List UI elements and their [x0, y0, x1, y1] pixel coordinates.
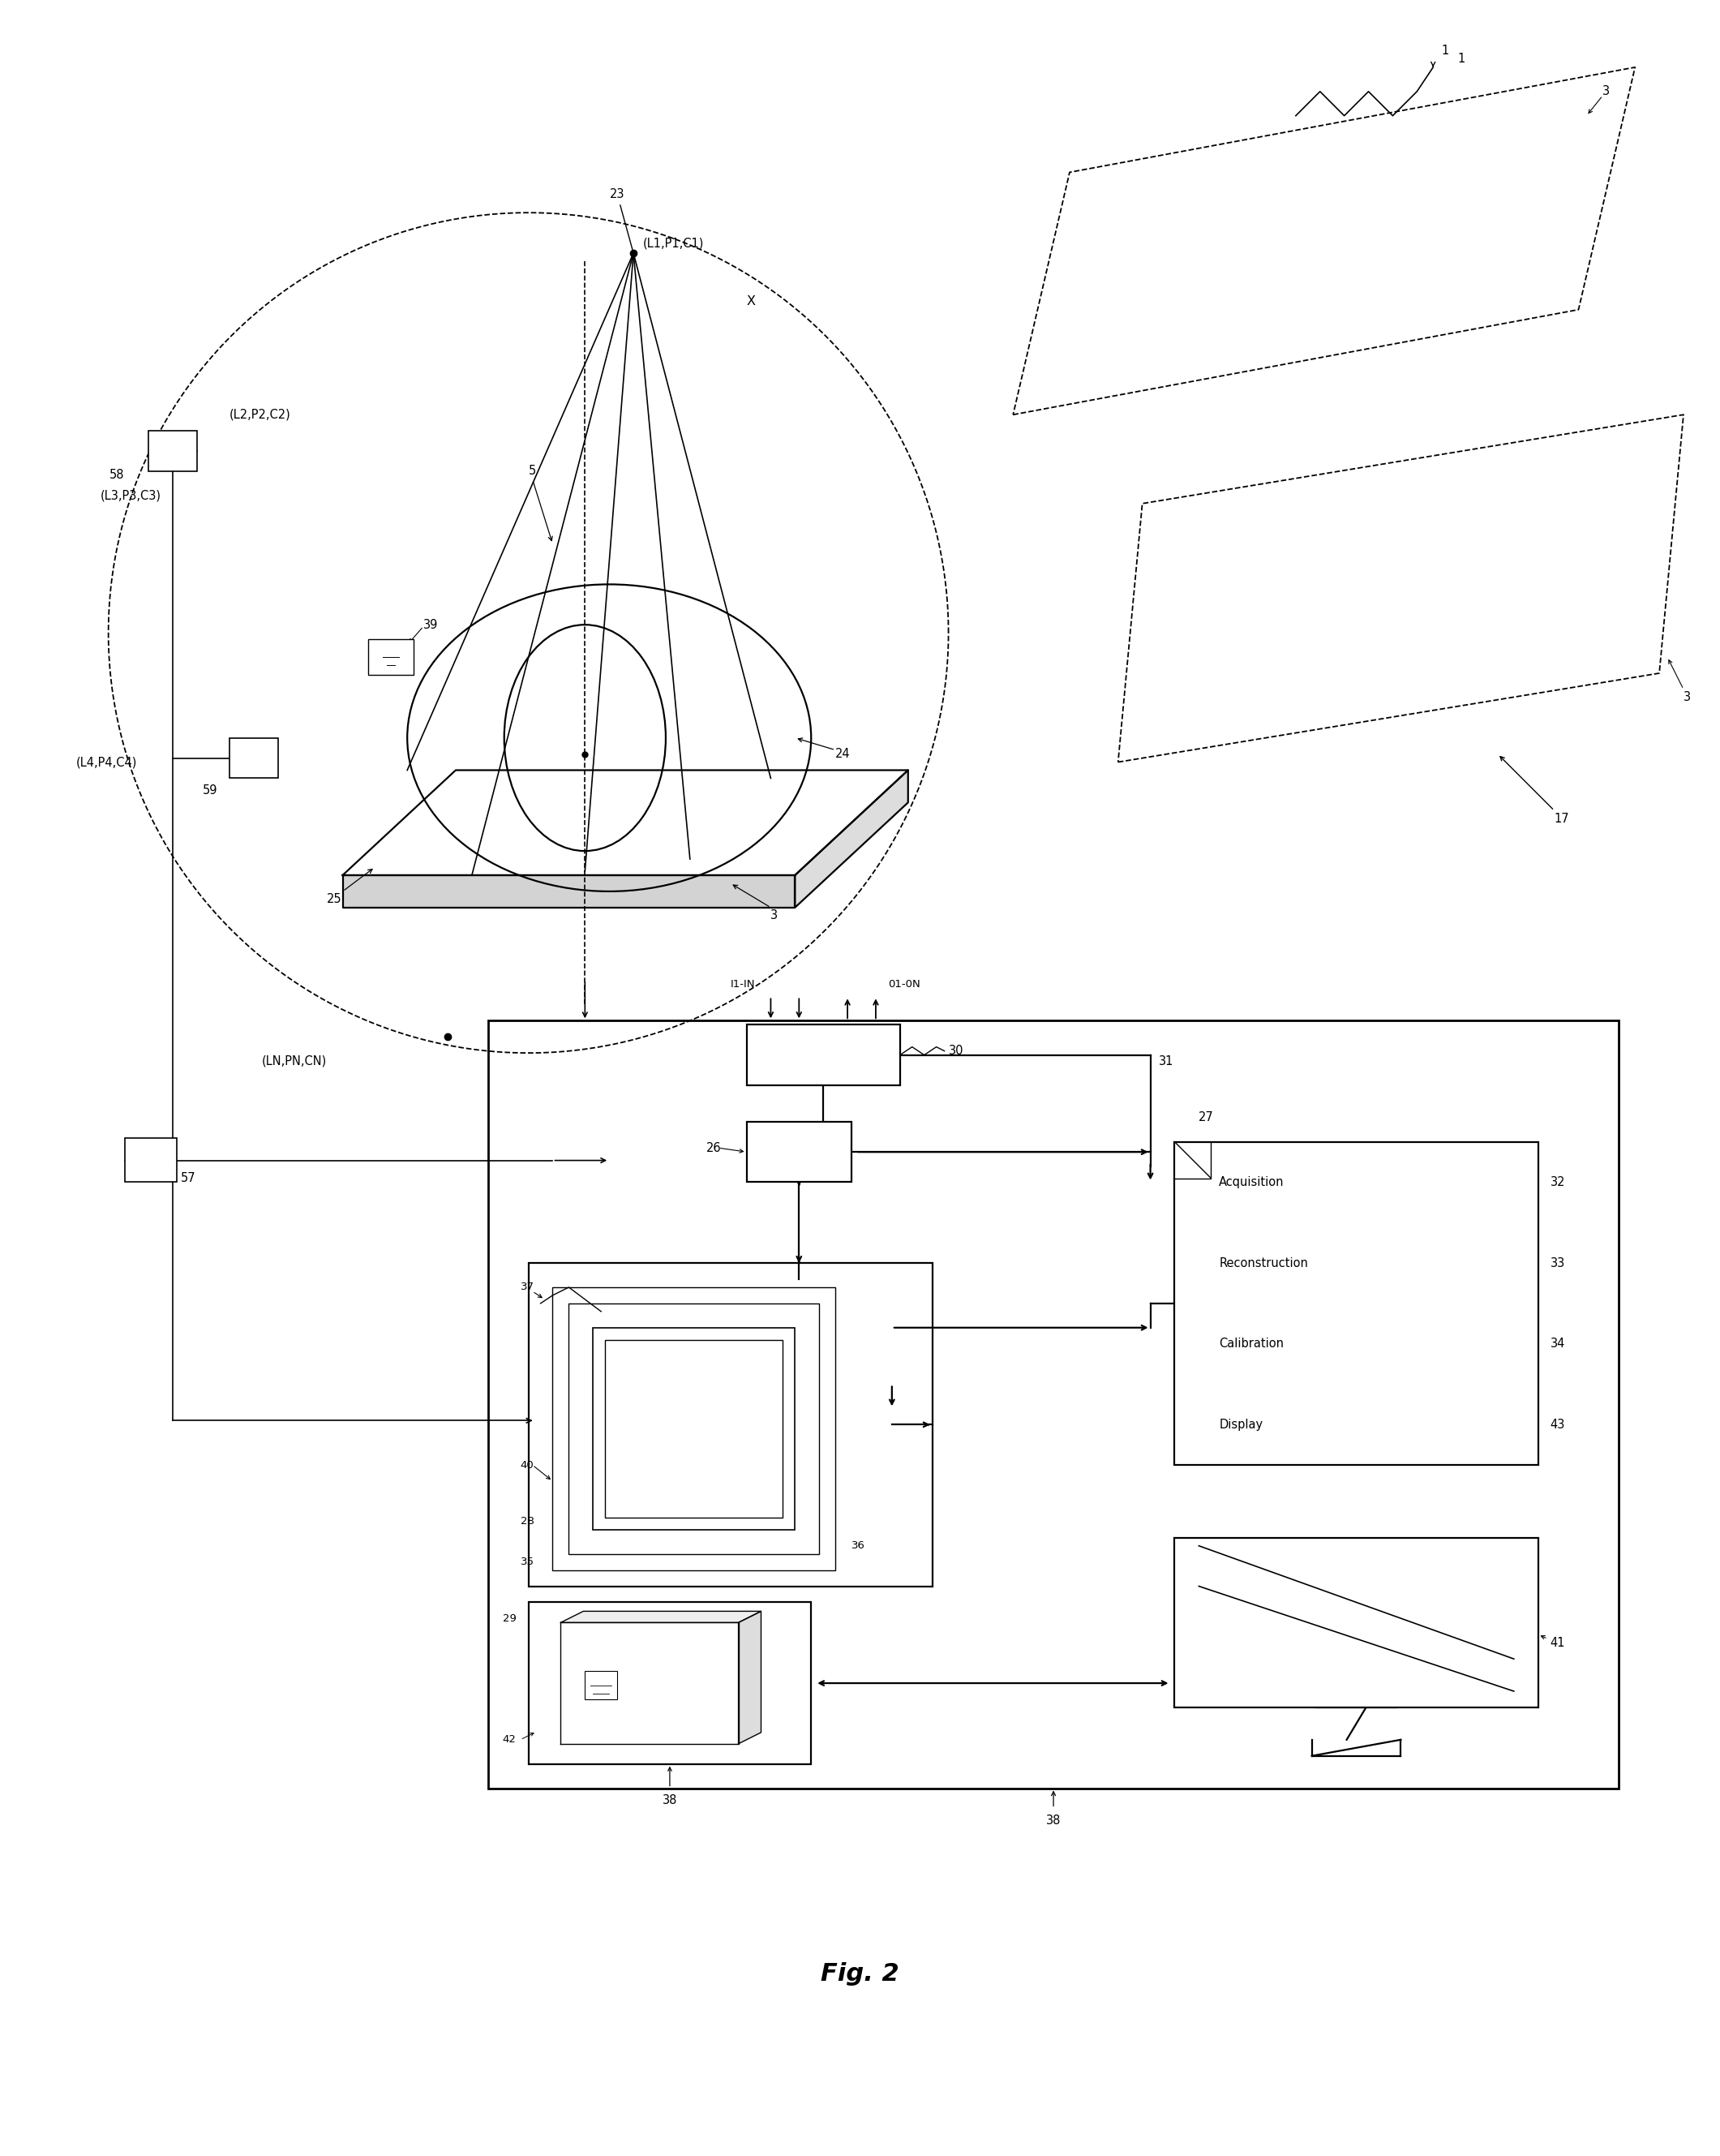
- Text: Acquisition: Acquisition: [1219, 1177, 1285, 1188]
- Text: Calibration: Calibration: [1219, 1337, 1283, 1350]
- Bar: [148, 431, 198, 472]
- Text: 35: 35: [521, 1557, 535, 1567]
- Text: 59: 59: [203, 785, 217, 796]
- Bar: [229, 737, 279, 778]
- Text: 39: 39: [423, 619, 439, 632]
- Text: 40: 40: [521, 1460, 533, 1470]
- Text: 1: 1: [1457, 54, 1465, 65]
- Text: X: X: [746, 295, 755, 308]
- Text: (LN,PN,CN): (LN,PN,CN): [261, 1054, 327, 1067]
- Text: 43: 43: [1550, 1419, 1565, 1432]
- Text: Display: Display: [1219, 1419, 1262, 1432]
- Bar: [746, 1121, 851, 1181]
- Bar: [124, 1138, 177, 1181]
- Text: μP: μP: [791, 1145, 807, 1158]
- Text: 57: 57: [181, 1173, 196, 1184]
- Bar: [1175, 1537, 1538, 1708]
- Text: (L3,P3,C3): (L3,P3,C3): [100, 489, 162, 502]
- Bar: [593, 1328, 795, 1529]
- Text: 38: 38: [1046, 1815, 1061, 1826]
- Text: 01-0N: 01-0N: [888, 979, 920, 990]
- Bar: [569, 1304, 819, 1554]
- Text: Fig. 2: Fig. 2: [820, 1962, 900, 1986]
- Text: 31: 31: [1159, 1054, 1173, 1067]
- Text: 38: 38: [662, 1794, 678, 1807]
- Bar: [528, 1263, 932, 1587]
- Text: 33: 33: [1550, 1257, 1565, 1270]
- Text: (L4,P4,C4): (L4,P4,C4): [76, 757, 138, 768]
- Text: 24: 24: [836, 748, 850, 761]
- Bar: [746, 1024, 900, 1084]
- Bar: [605, 1339, 783, 1518]
- Text: 25: 25: [327, 893, 342, 906]
- Text: 5: 5: [528, 466, 537, 476]
- Polygon shape: [795, 770, 908, 908]
- Text: 23: 23: [611, 188, 633, 250]
- Bar: [488, 1020, 1619, 1787]
- Text: 30: 30: [948, 1046, 963, 1056]
- Polygon shape: [738, 1611, 760, 1744]
- Text: 29: 29: [502, 1613, 516, 1623]
- Polygon shape: [561, 1623, 738, 1744]
- Text: I1-IN: I1-IN: [729, 979, 755, 990]
- Text: 3: 3: [1684, 692, 1691, 703]
- Bar: [552, 1287, 836, 1570]
- Polygon shape: [342, 770, 908, 875]
- Text: 27: 27: [1199, 1112, 1214, 1123]
- Text: 1: 1: [1441, 45, 1448, 58]
- Bar: [528, 1602, 812, 1764]
- Text: (L2,P2,C2): (L2,P2,C2): [229, 410, 291, 420]
- Polygon shape: [561, 1611, 760, 1623]
- Text: 41: 41: [1550, 1636, 1565, 1649]
- Text: 58: 58: [110, 470, 124, 481]
- Text: 37: 37: [521, 1283, 535, 1294]
- Text: E/S: E/S: [812, 1048, 834, 1061]
- Text: 3: 3: [1603, 86, 1610, 97]
- Text: 3: 3: [771, 910, 777, 921]
- Bar: [368, 640, 415, 675]
- Text: Reconstruction: Reconstruction: [1219, 1257, 1309, 1270]
- Text: 17: 17: [1555, 813, 1569, 826]
- Polygon shape: [342, 875, 795, 908]
- Text: 34: 34: [1550, 1337, 1565, 1350]
- Text: 36: 36: [851, 1542, 865, 1550]
- Text: (L1,P1,C1): (L1,P1,C1): [643, 237, 703, 250]
- Text: 42: 42: [502, 1733, 516, 1744]
- Text: 26: 26: [707, 1143, 721, 1153]
- Bar: [585, 1671, 617, 1699]
- Text: 28: 28: [521, 1516, 533, 1526]
- Text: 32: 32: [1550, 1177, 1565, 1188]
- Bar: [1175, 1143, 1538, 1466]
